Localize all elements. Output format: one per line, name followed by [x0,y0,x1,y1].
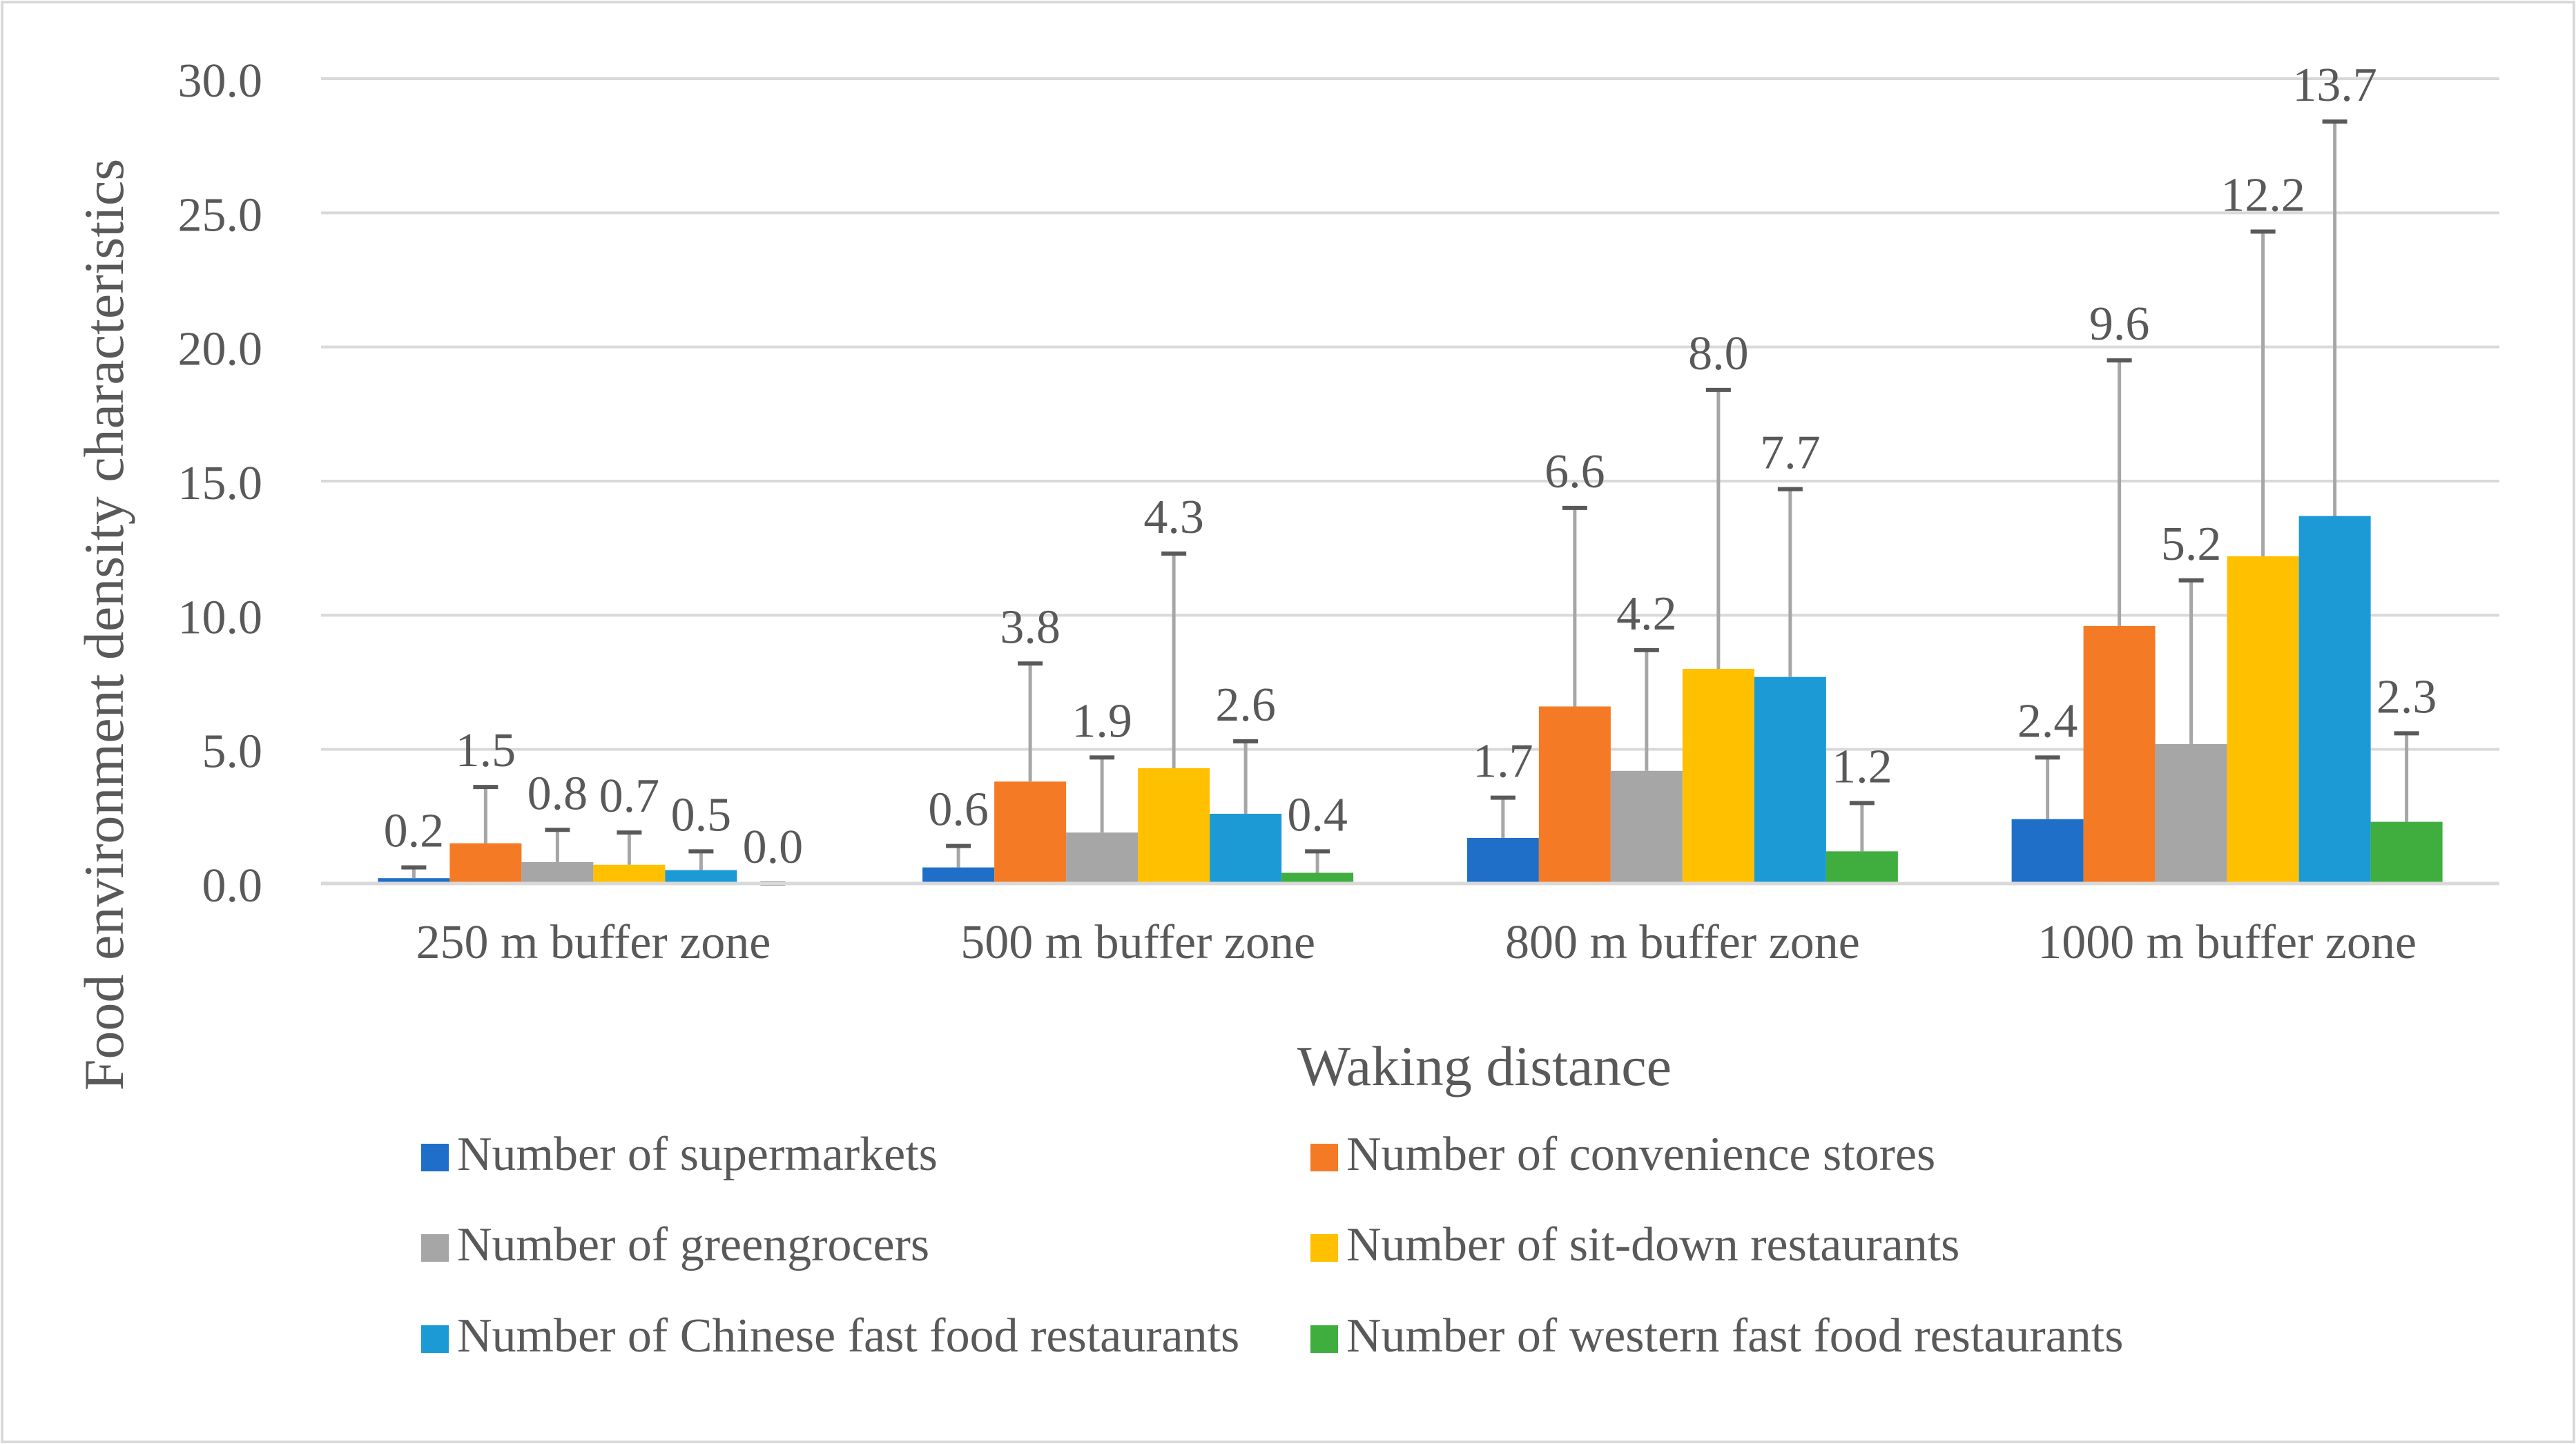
legend-label: Number of greengrocers [457,1218,929,1271]
bar [1138,768,1210,884]
bar [1754,676,1826,884]
data-label: 13.7 [2292,59,2377,112]
bar [922,867,995,884]
data-label: 0.2 [384,805,445,858]
legend-swatch [421,1234,449,1262]
bar [1466,837,1539,884]
data-label: 5.2 [2161,518,2222,571]
axes: 0.0 5.0 10.0 15.0 20.0 25.0 30.0 250 m buffer z… [178,55,2499,969]
data-label: 3.8 [1000,601,1061,654]
y-tick-label: 5.0 [202,725,263,779]
data-label: 0.6 [928,783,989,837]
legend-swatch [1310,1325,1338,1353]
data-label: 1.5 [456,724,516,777]
x-tick-label: 500 m buffer zone [960,916,1315,969]
data-label: 2.6 [1215,679,1276,732]
bar [2227,556,2299,884]
legend-label: Number of supermarkets [457,1128,938,1181]
x-axis-title: Waking distance [1297,1035,1672,1097]
bar [593,864,666,884]
bar [1826,851,1898,884]
data-label: 7.7 [1760,427,1821,480]
y-tick-label: 30.0 [178,55,263,108]
data-label: 1.9 [1072,694,1132,748]
legend-label: Number of convenience stores [1346,1128,1935,1181]
x-tick-label: 250 m buffer zone [416,916,771,969]
bar [521,861,594,884]
bar [1610,770,1683,884]
legend-swatch [421,1325,449,1353]
data-label: 1.2 [1832,740,1892,793]
legend-swatch [421,1144,449,1171]
bar [1066,832,1139,884]
data-label: 0.5 [671,788,732,841]
bar [1682,669,1754,884]
bar [665,870,737,884]
legend-swatch [1310,1234,1338,1262]
data-label: 4.2 [1616,587,1677,641]
y-tick-label: 20.0 [178,323,263,376]
bar [2083,625,2156,884]
x-tick-label: 800 m buffer zone [1505,916,1860,969]
bar [378,878,450,884]
y-tick-label: 15.0 [178,457,263,510]
legend-label: Number of western fast food restaurants [1346,1309,2123,1363]
bar [2298,516,2371,884]
legend-swatch [1310,1144,1338,1171]
x-tick-label: 1000 m buffer zone [2037,916,2417,969]
bar [1281,872,1354,884]
y-tick-label: 25.0 [178,188,263,242]
bar [2011,819,2084,884]
data-label: 2.3 [2376,670,2437,723]
legend-label: Number of sit-down restaurants [1346,1218,1959,1271]
bar [2155,743,2227,884]
y-axis-title: Food environment density characteristics [72,159,135,1091]
data-label: 4.3 [1143,491,1204,544]
data-label: 8.0 [1688,327,1749,380]
bar [2370,821,2443,884]
data-label: 0.4 [1287,788,1348,841]
bar [1538,706,1611,884]
data-label: 0.7 [599,770,660,823]
legend-label: Number of Chinese fast food restaurants [457,1309,1239,1363]
y-tick-label: 10.0 [178,591,263,644]
legend: Number of supermarkets Number of convenie… [421,1128,2123,1363]
data-label: 0.8 [527,767,588,820]
y-tick-label: 0.0 [202,859,263,913]
data-label: 2.4 [2017,694,2078,748]
data-label: 1.7 [1473,735,1533,788]
data-label: 9.6 [2089,297,2150,351]
bar [449,843,522,884]
bar [1210,813,1282,884]
data-label: 12.2 [2220,169,2305,222]
data-label: 0.0 [743,821,804,874]
bar [994,781,1067,884]
data-label: 6.6 [1544,445,1605,498]
bars: 0.21.50.8 0.7 0.50.0 0.6 3.81.9 4.3 2.6 0.4 1.7 6… [378,59,2443,886]
